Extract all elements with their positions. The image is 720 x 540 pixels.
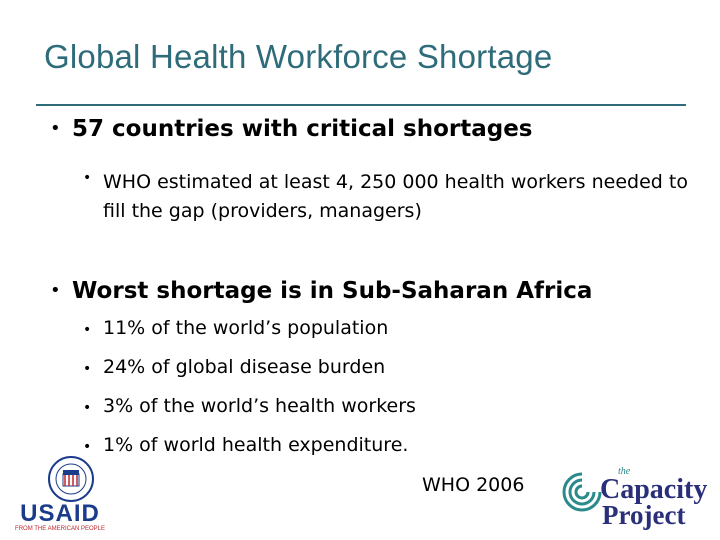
sub-bullet-health-workers: 3% of the world’s health workers	[103, 395, 416, 417]
capacity-swirl-icon	[562, 472, 602, 512]
sub-bullet-who-estimate: WHO estimated at least 4, 250 000 health…	[103, 171, 688, 222]
sub-bullet-marker: •	[83, 439, 92, 455]
usaid-logo: USAID FROM THE AMERICAN PEOPLE	[12, 456, 108, 532]
bullet-critical-shortages: 57 countries with critical shortages	[72, 116, 533, 142]
capacity-wordmark: Capacity	[600, 474, 708, 505]
usaid-tagline: FROM THE AMERICAN PEOPLE	[15, 526, 105, 532]
bullet-marker: •	[50, 280, 61, 301]
project-wordmark: Project	[602, 500, 686, 530]
sub-bullet-marker: •	[83, 361, 92, 377]
capacity-the-label: the	[618, 466, 631, 477]
title-divider	[36, 104, 686, 106]
source-citation: WHO 2006	[422, 474, 525, 496]
sub-bullet-population: 11% of the world’s population	[103, 317, 389, 339]
sub-bullet-expenditure: 1% of world health expenditure.	[103, 434, 409, 456]
usaid-seal-icon	[48, 456, 94, 502]
bullet-sub-saharan-africa: Worst shortage is in Sub-Saharan Africa	[72, 278, 593, 304]
usaid-wordmark: USAID	[20, 500, 100, 527]
sub-bullet-marker: •	[83, 400, 92, 416]
sub-bullet-marker: •	[83, 322, 92, 338]
sub-bullet-marker: •	[83, 170, 92, 186]
slide-title: Global Health Workforce Shortage	[44, 38, 553, 75]
bullet-marker: •	[50, 118, 61, 139]
sub-bullet-disease-burden: 24% of global disease burden	[103, 356, 386, 378]
capacity-project-logo: the Capacity Project	[560, 466, 710, 532]
